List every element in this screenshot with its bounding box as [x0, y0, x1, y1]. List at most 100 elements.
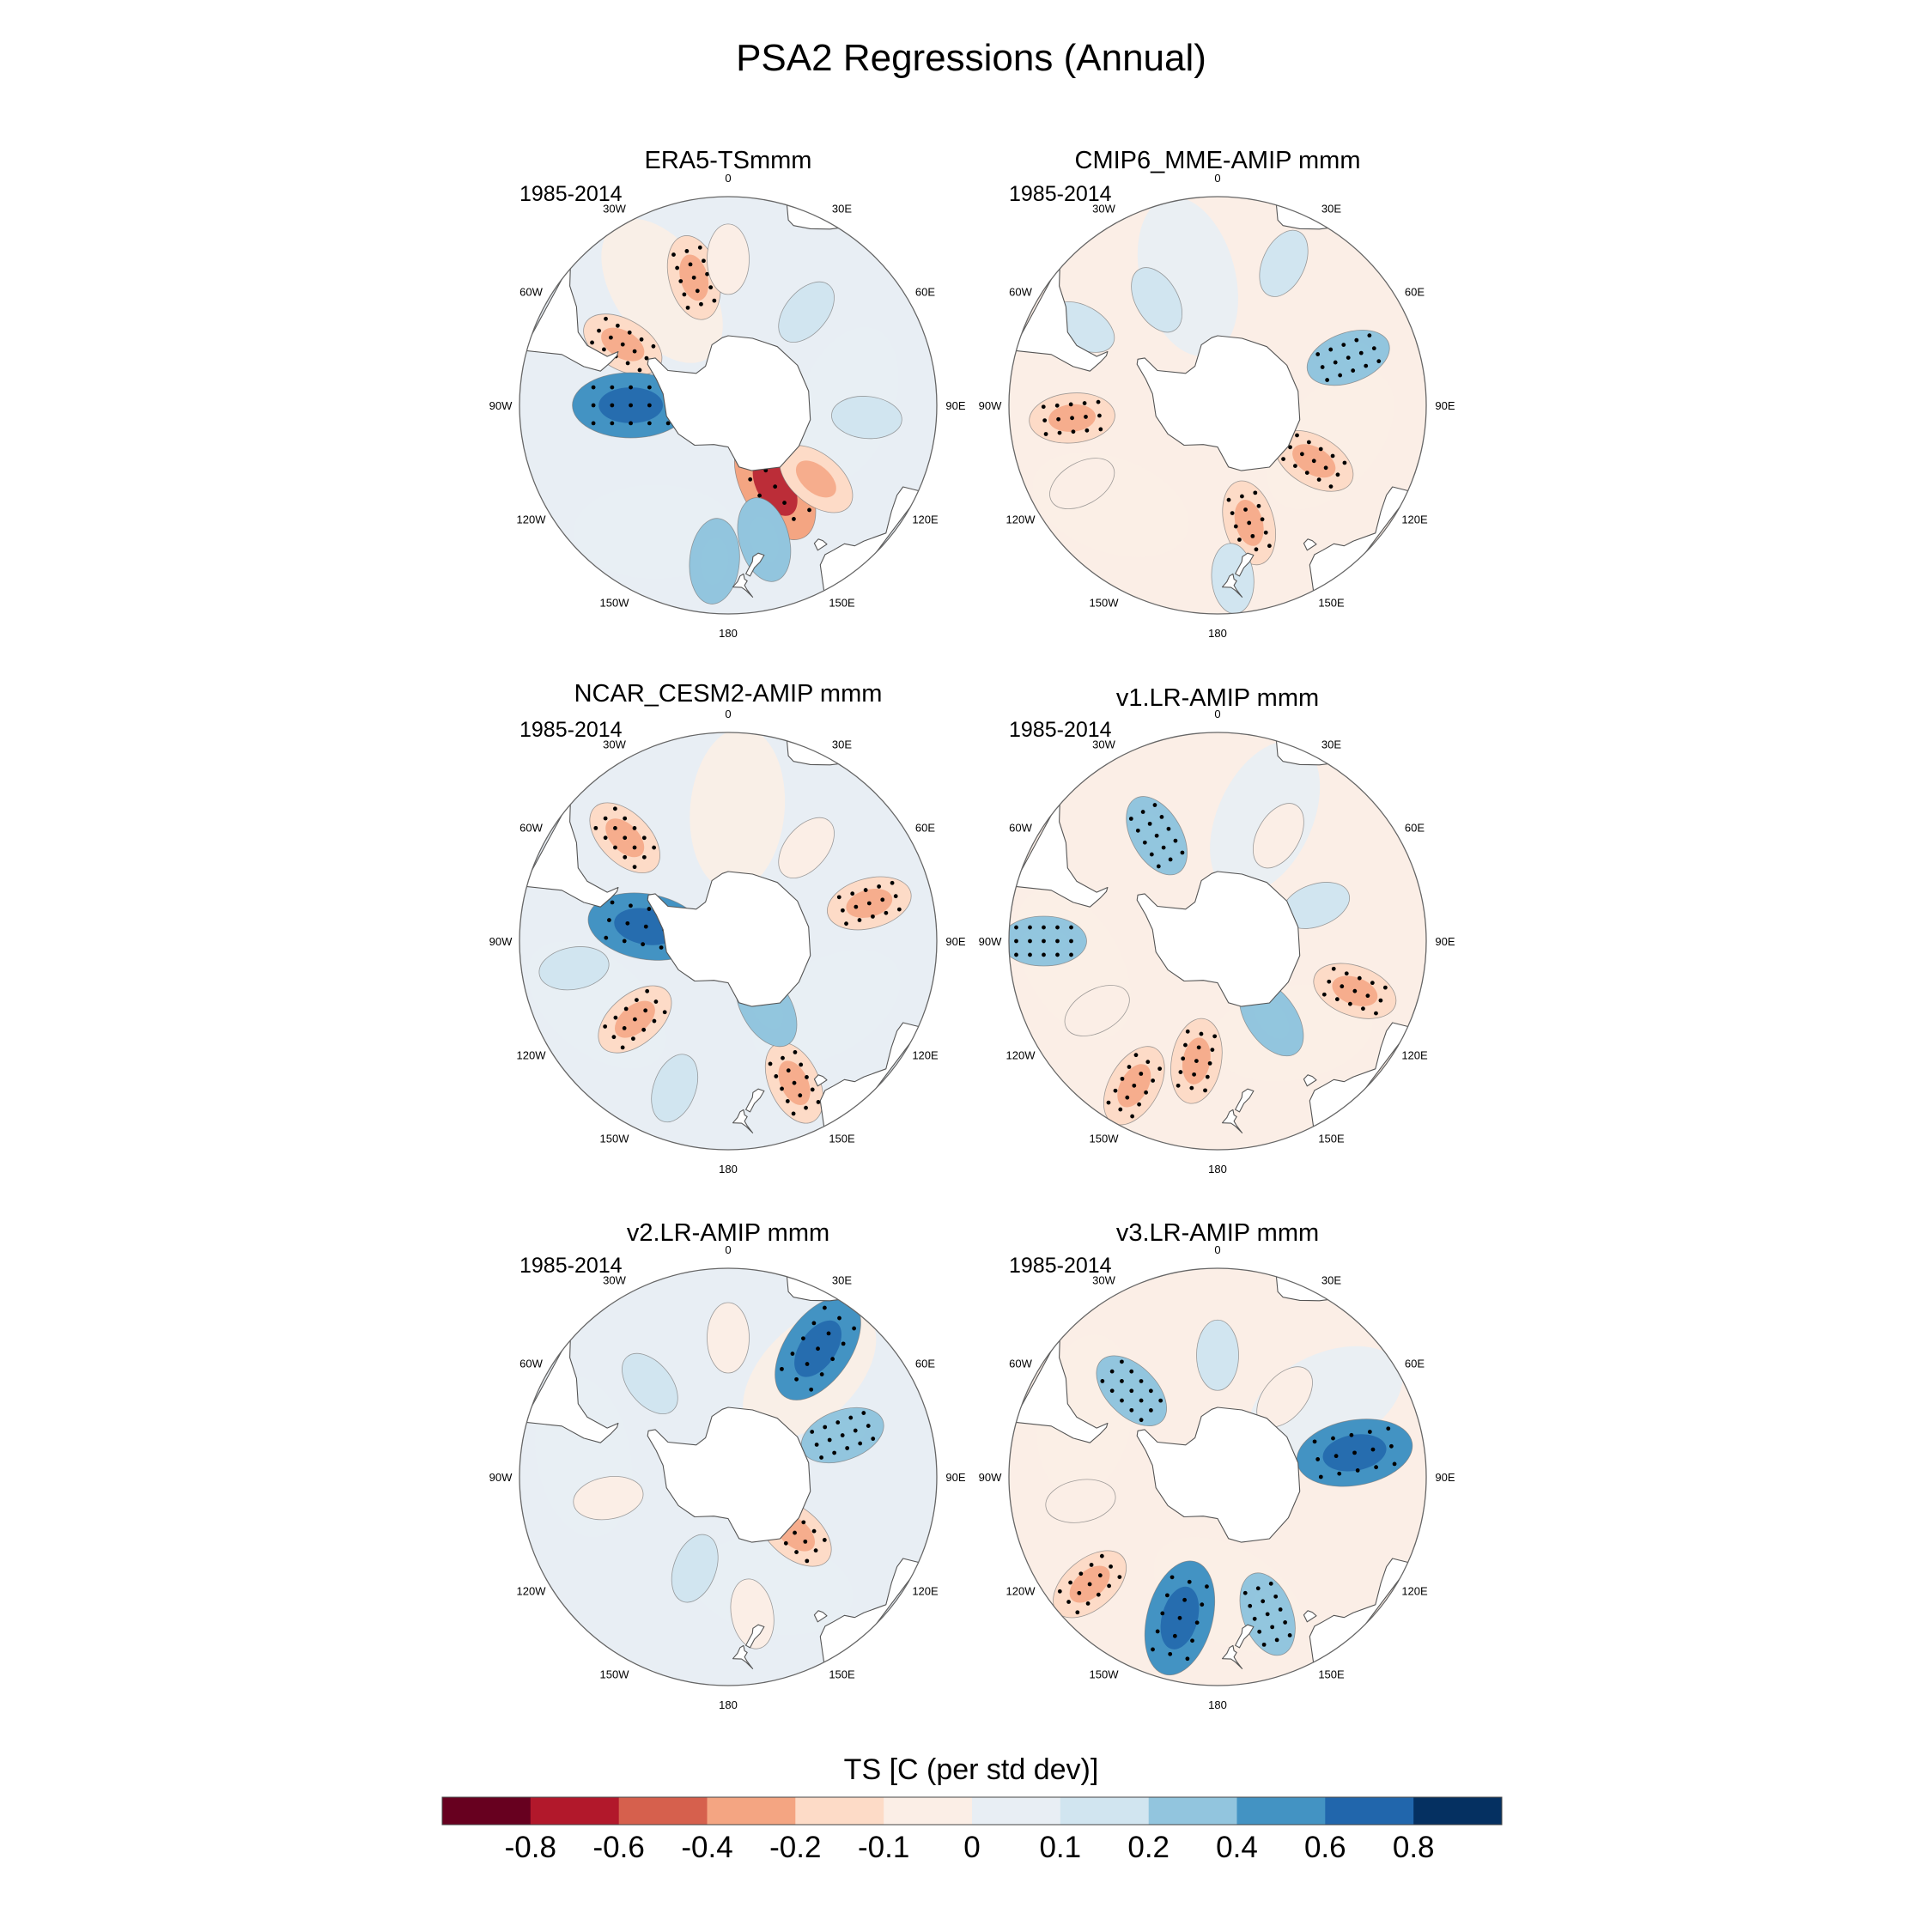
longitude-label: 150E [1318, 597, 1345, 610]
significance-stipple [783, 1540, 788, 1546]
significance-stipple [1306, 440, 1311, 445]
significance-stipple [1367, 333, 1372, 338]
significance-stipple [1283, 1620, 1288, 1625]
longitude-label: 60E [915, 1358, 935, 1370]
significance-stipple [671, 252, 676, 257]
significance-stipple [852, 1326, 857, 1331]
significance-stipple [813, 1548, 818, 1553]
significance-stipple [1203, 1088, 1207, 1093]
significance-stipple [811, 1321, 817, 1326]
longitude-label: 120E [1401, 1585, 1428, 1598]
significance-stipple [1337, 1471, 1342, 1476]
significance-stipple [1172, 1633, 1177, 1638]
figure-title: PSA2 Regressions (Annual) [736, 37, 1206, 79]
panel-title: CMIP6_MME-AMIP mmm [1075, 147, 1361, 174]
significance-stipple [1240, 494, 1244, 499]
significance-stipple [811, 1528, 817, 1534]
colorbar-tick-labels: -0.8 -0.6 -0.4 -0.2 -0.1 0 0.1 0.2 0.4 0.6 0.8 [505, 1831, 1435, 1864]
anomaly-core [749, 516, 779, 563]
panel-title: v3.LR-AMIP mmm [1116, 1219, 1319, 1247]
significance-stipple [1161, 845, 1166, 850]
anomaly-region [651, 1054, 699, 1123]
significance-stipple [613, 845, 617, 850]
significance-stipple [623, 854, 628, 860]
significance-stipple [1392, 1461, 1397, 1467]
map-frame [519, 1267, 938, 1686]
map-frame [1008, 732, 1427, 1151]
land-tasmania [813, 1074, 828, 1087]
longitude-label: 30W [603, 738, 626, 751]
anomaly-field [522, 200, 923, 605]
significance-stipple [1054, 403, 1060, 408]
significance-stipple [647, 403, 652, 408]
land-australia [819, 486, 923, 595]
significance-stipple [625, 361, 630, 366]
longitude-label: 0 [1214, 708, 1220, 720]
colorbar-swatch [442, 1797, 532, 1825]
significance-stipple [1055, 939, 1060, 944]
significance-stipple [809, 1387, 814, 1392]
significance-stipple [757, 493, 762, 498]
land-australia [819, 1558, 923, 1667]
significance-stipple [637, 368, 642, 373]
significance-stipple [1139, 1379, 1144, 1383]
significance-stipple [836, 895, 841, 900]
significance-stipple [607, 918, 611, 922]
significance-stipple [1183, 1042, 1188, 1048]
significance-stipple [1055, 925, 1060, 930]
colorbar-frame [441, 1796, 1503, 1826]
significance-stipple [1263, 530, 1268, 535]
significance-stipple [791, 1111, 796, 1116]
significance-stipple [866, 901, 872, 906]
land-antarctica [647, 871, 811, 1007]
significance-stipple [1113, 1088, 1118, 1093]
significance-stipple [602, 347, 606, 352]
significance-stipple [1304, 471, 1309, 476]
anomaly-region [730, 1578, 775, 1649]
significance-stipple [610, 385, 615, 390]
significance-stipple [1057, 1589, 1062, 1594]
significance-stipple [1347, 1001, 1352, 1006]
land-australia [1309, 1022, 1413, 1131]
colorbar-swatch [1413, 1797, 1503, 1825]
land-southamerica [522, 263, 619, 372]
significance-stipple [1254, 547, 1259, 552]
land-nznorth [1221, 573, 1243, 598]
longitude-label: 30E [1321, 203, 1341, 216]
significance-stipple [1233, 524, 1238, 529]
colorbar-swatch [707, 1797, 796, 1825]
significance-stipple [1066, 1600, 1071, 1604]
significance-stipple [830, 1357, 835, 1362]
anomaly-region [1196, 1319, 1239, 1391]
significance-stipple [613, 826, 617, 830]
significance-stipple [1299, 452, 1304, 457]
significance-stipple [641, 942, 646, 947]
significance-stipple [1043, 432, 1048, 436]
significance-stipple [1041, 404, 1046, 410]
significance-stipple [1388, 1443, 1394, 1449]
significance-stipple [604, 935, 609, 940]
significance-stipple [1243, 507, 1248, 512]
significance-stipple [1137, 1102, 1142, 1107]
significance-stipple [807, 507, 811, 513]
significance-stipple [1117, 1575, 1122, 1580]
significance-stipple [615, 323, 620, 328]
significance-stipple [810, 1087, 815, 1092]
significance-stipple [1075, 1610, 1080, 1615]
significance-stipple [593, 825, 598, 830]
land-nznorth [732, 1644, 754, 1669]
significance-stipple [685, 305, 690, 310]
anomaly-region [671, 1534, 719, 1603]
land-antarctica [1136, 871, 1301, 1007]
significance-stipple [625, 920, 630, 926]
significance-stipple [691, 275, 696, 280]
map-frame [519, 196, 938, 615]
longitude-label: 30W [1092, 1274, 1115, 1287]
significance-stipple [678, 279, 683, 283]
significance-stipple [1318, 447, 1323, 452]
significance-stipple [780, 1086, 784, 1091]
significance-stipple [1325, 378, 1330, 382]
significance-stipple [1087, 1582, 1092, 1587]
significance-stipple [1128, 817, 1133, 821]
significance-stipple [643, 1008, 648, 1013]
